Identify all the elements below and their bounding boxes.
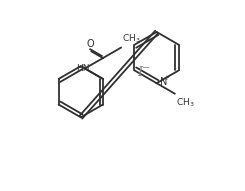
Text: CH$_3$: CH$_3$ (122, 33, 141, 45)
Text: N: N (160, 77, 167, 87)
Text: O: O (87, 39, 94, 49)
Text: I: I (137, 66, 142, 79)
Text: −: − (142, 63, 150, 73)
Text: CH$_3$: CH$_3$ (176, 96, 194, 109)
Text: +: + (163, 75, 169, 81)
Text: HN: HN (76, 64, 89, 73)
